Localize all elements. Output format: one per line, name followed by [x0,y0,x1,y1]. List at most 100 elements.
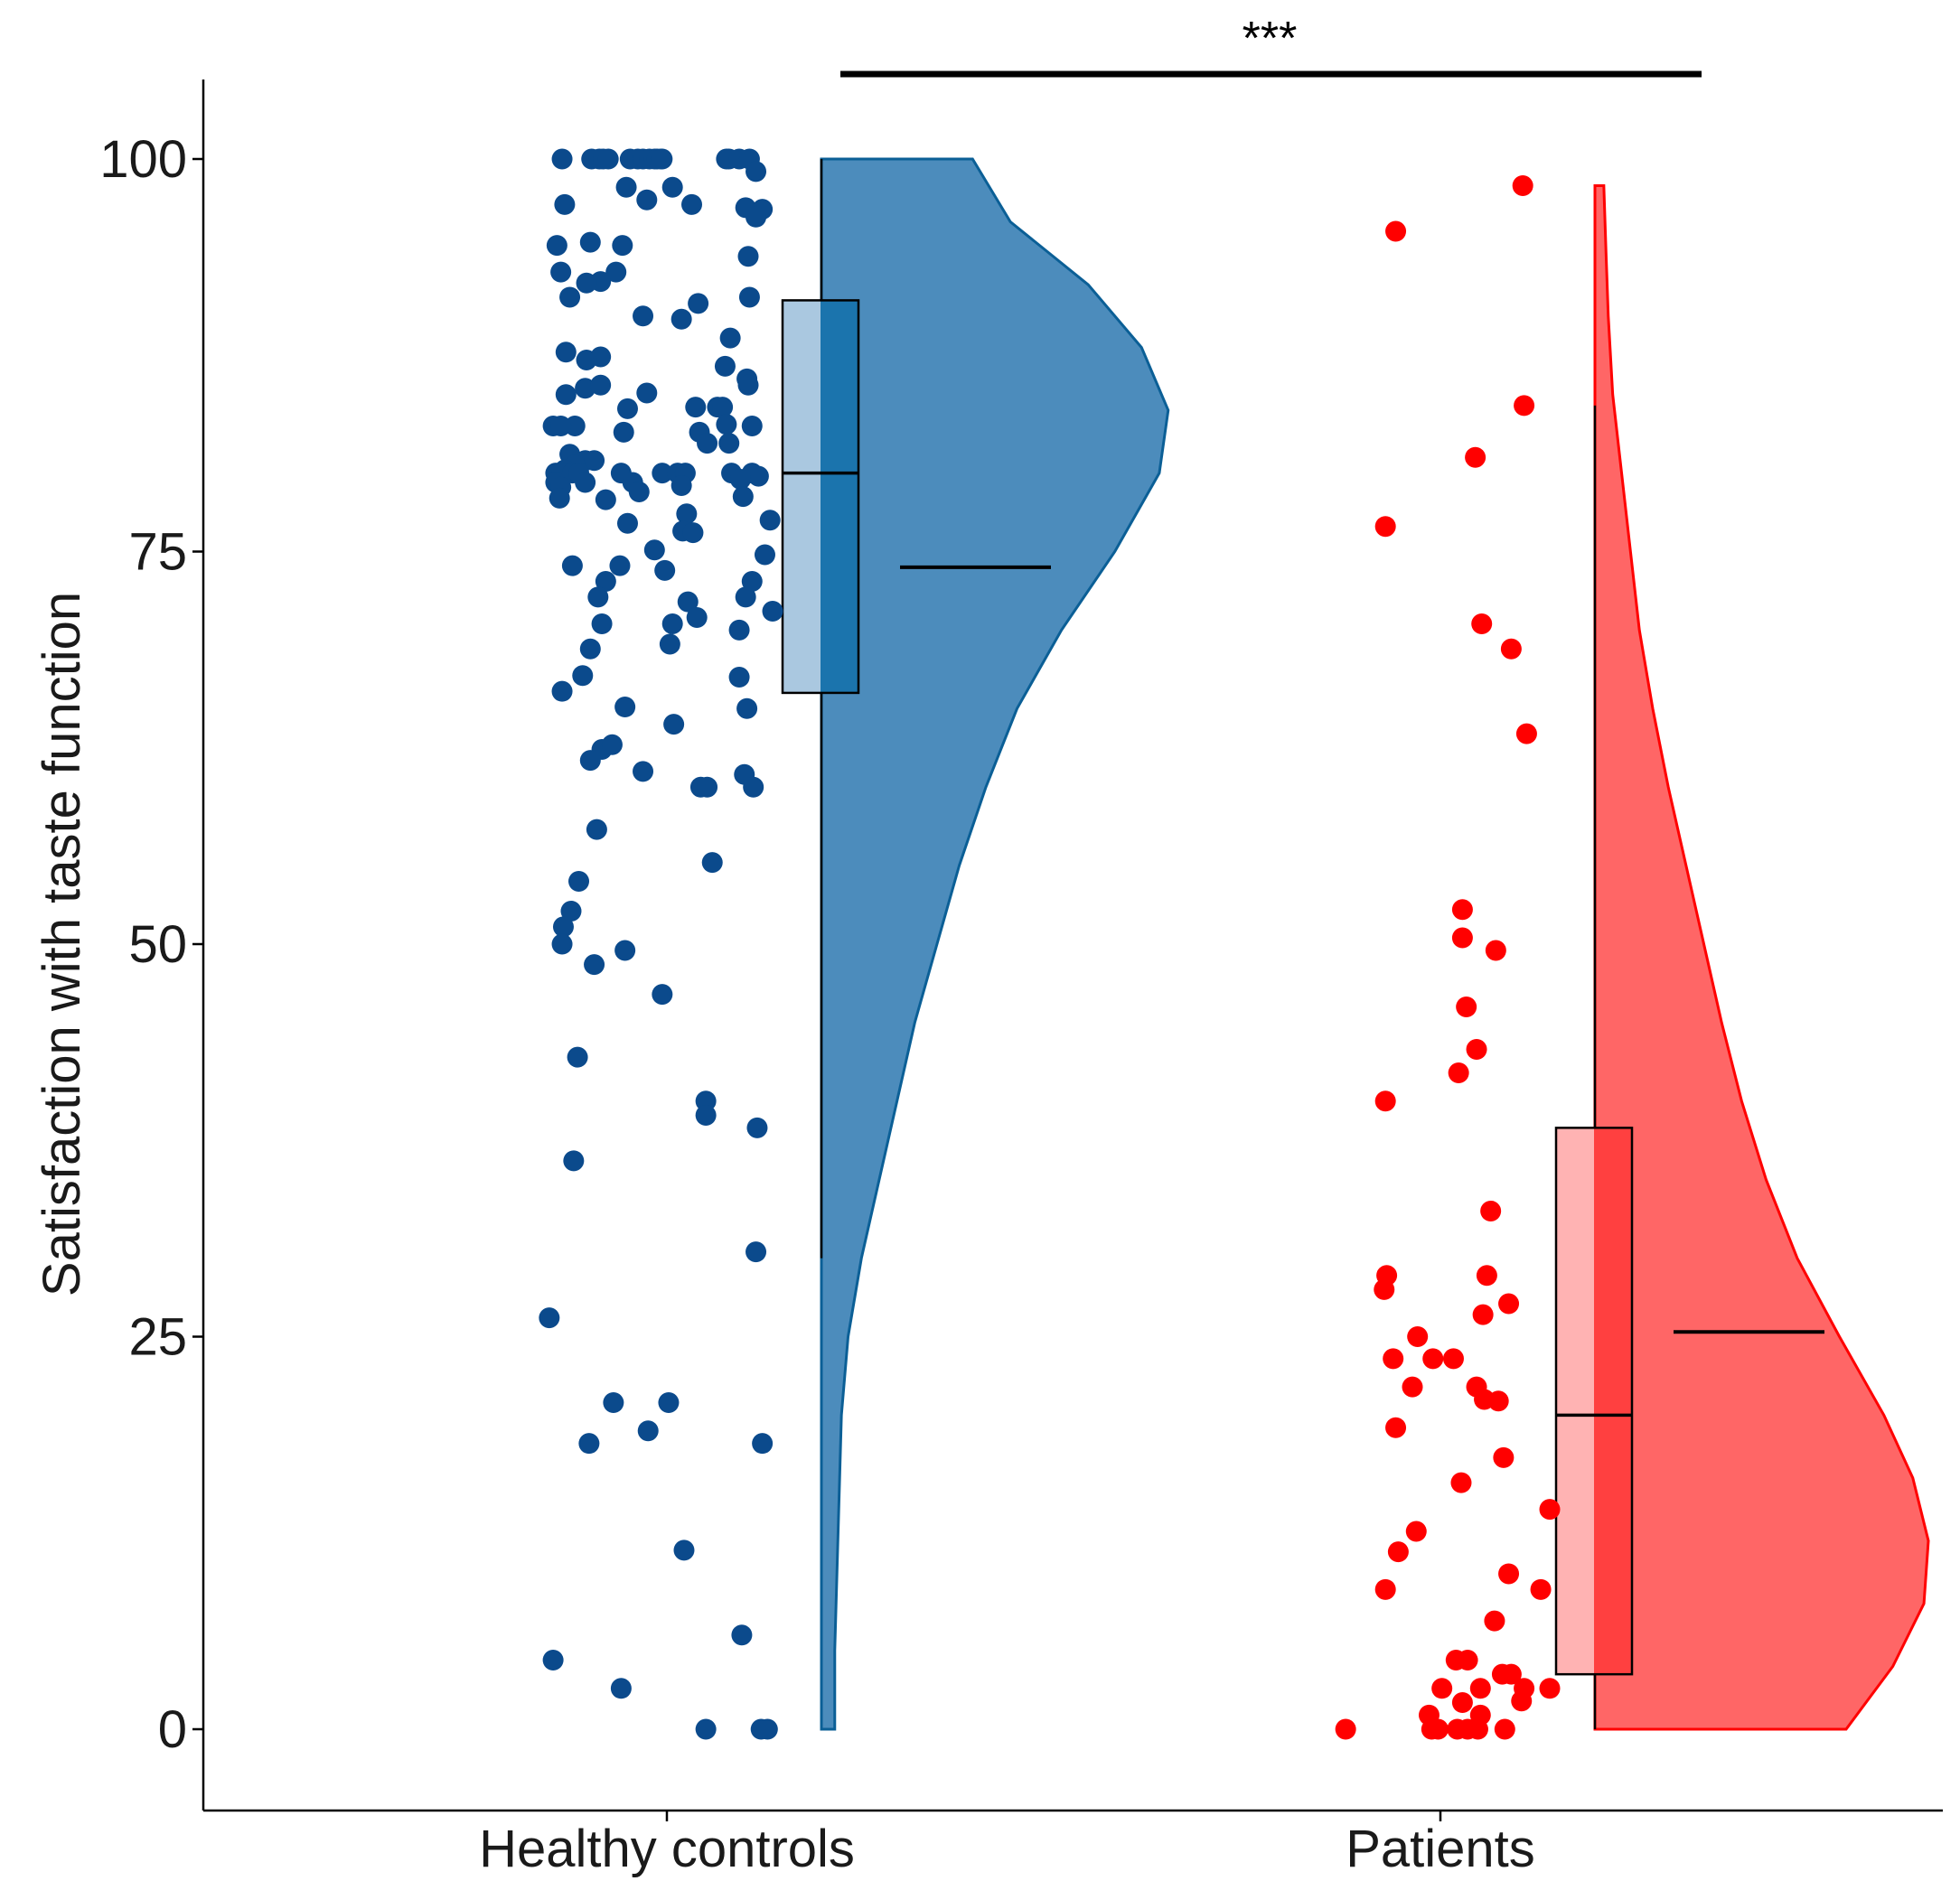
healthy-controls-point [652,463,673,484]
patients-point [1494,1718,1515,1740]
patients-point [1385,1417,1407,1438]
healthy-controls-point [551,933,573,955]
patients-point [1422,1348,1444,1370]
y-tick-label: 100 [99,130,187,189]
healthy-controls-point [716,414,737,435]
healthy-controls-point [659,633,680,655]
patients-point [1493,1446,1515,1468]
healthy-controls-point [549,487,570,509]
patients-point [1456,997,1477,1018]
healthy-controls-point [754,544,775,566]
healthy-controls-point [628,481,650,502]
violin-layer [820,157,1930,1731]
healthy-controls-point [737,374,759,396]
healthy-controls-point [554,193,576,215]
healthy-controls-point [546,235,567,257]
healthy-controls-point [738,286,760,308]
healthy-controls-point [591,613,613,634]
patients-point [1514,395,1535,416]
healthy-controls-point [732,486,754,508]
patients-point [1451,927,1473,949]
healthy-controls-point [614,697,636,718]
patients-point [1335,1718,1356,1740]
healthy-controls-point [735,586,756,608]
patients-point [1448,1062,1469,1084]
patients-point [1484,1610,1505,1632]
healthy-controls-point [595,489,616,510]
healthy-controls-point [652,984,673,1006]
patients-point [1530,1578,1552,1600]
healthy-controls-box-outline [781,299,860,695]
healthy-controls-point [575,378,596,399]
healthy-controls-point [685,397,707,418]
patients-point [1457,1650,1478,1671]
healthy-controls-point [552,916,574,938]
healthy-controls-point [575,472,596,493]
patients-point [1515,723,1537,744]
patients-point [1469,1678,1491,1699]
patients-point [1383,1348,1404,1370]
patients-point [1466,1038,1487,1060]
healthy-controls-point [661,613,683,634]
patients-box-right [1594,1128,1632,1675]
healthy-controls-point [636,189,658,211]
healthy-controls-point [597,148,619,170]
healthy-controls-point [737,246,759,267]
healthy-controls-point [555,342,577,363]
patients-point [1472,1304,1494,1325]
patients-point [1407,1326,1429,1347]
patients-point [1539,1499,1561,1521]
patients-point [1374,516,1396,538]
healthy-controls-point [636,382,658,404]
healthy-controls-point [584,450,605,472]
healthy-controls-point [746,206,767,228]
healthy-controls-point [563,1150,585,1172]
healthy-controls-point [579,638,601,660]
healthy-controls-point [741,415,763,436]
healthy-controls-point [731,1624,753,1646]
patients-point [1467,1718,1488,1740]
healthy-controls-point [718,433,740,454]
healthy-controls-point [747,465,769,487]
healthy-controls-point [712,397,734,418]
patients-point [1405,1521,1427,1542]
patients-violin [1593,184,1930,1731]
patients-point [1427,1718,1449,1740]
healthy-controls-point [654,559,676,581]
patients-point [1465,446,1486,468]
healthy-controls-point [658,1391,680,1413]
patients-point [1498,1563,1520,1585]
y-tick-label: 25 [128,1308,187,1367]
patients-point [1476,1265,1497,1287]
healthy-controls-point [681,193,703,215]
patients-point [1385,220,1407,242]
healthy-controls-point [615,176,637,198]
healthy-controls-point [652,148,673,170]
healthy-controls-point [676,503,698,525]
patients-point [1442,1348,1464,1370]
healthy-controls-point [551,680,573,702]
healthy-controls-point [579,750,601,772]
healthy-controls-point [743,776,764,798]
healthy-controls-point [550,261,572,283]
healthy-controls-point [584,954,605,976]
healthy-controls-point [728,619,750,641]
healthy-controls-point [741,571,763,593]
patients-point [1485,940,1506,961]
healthy-controls-point [616,398,638,419]
healthy-controls-point [614,940,636,961]
significance-annotation: *** [840,13,1702,78]
healthy-controls-point [661,176,683,198]
points-layer [539,148,1561,1740]
x-ticks: Healthy controls Patients [479,1811,1535,1878]
healthy-controls-point [576,272,597,294]
healthy-controls-point [697,776,718,798]
patients-point [1498,1293,1520,1315]
healthy-controls-point [762,601,783,622]
healthy-controls-point [586,819,607,840]
healthy-controls-point [587,586,609,608]
patients-point [1374,1278,1395,1300]
healthy-controls-violin [820,157,1170,1731]
healthy-controls-point [542,1650,564,1671]
